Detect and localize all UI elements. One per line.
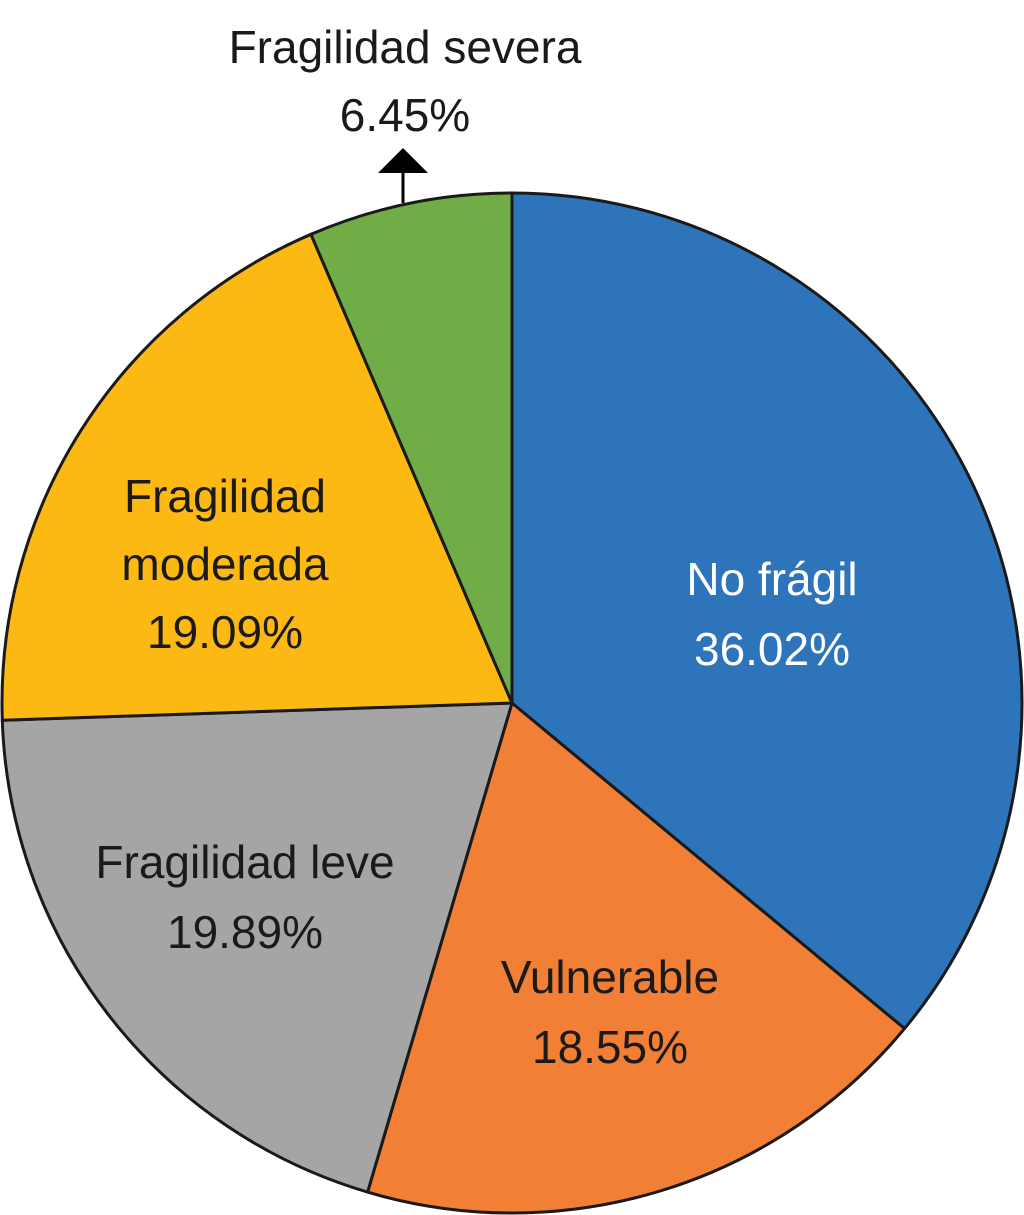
slice-label-fragilidad-severa: Fragilidad severa	[229, 21, 582, 73]
slice-value-fragilidad-moderada: 19.09%	[147, 606, 303, 658]
slice-label-vulnerable: Vulnerable	[501, 951, 719, 1003]
pie-slice-no-fr-gil	[510, 191, 1024, 1031]
slice-label-fragilidad-leve: Fragilidad leve	[95, 836, 394, 888]
pie-slice-vulnerable	[366, 701, 907, 1215]
slice-value-vulnerable: 18.55%	[532, 1021, 688, 1073]
slice-value-fragilidad-leve: 19.89%	[167, 906, 323, 958]
pie-slice-fragilidad-moderada	[0, 232, 514, 722]
slice-value-fragilidad-severa: 6.45%	[340, 89, 470, 141]
pie-slice-fragilidad-severa	[309, 191, 514, 705]
slice-label-no-fr-gil: No frágil	[686, 553, 857, 605]
slice-label-fragilidad-moderada-line2: moderada	[121, 538, 329, 590]
leader-arrow-head	[378, 148, 428, 173]
pie-slice-fragilidad-leve	[0, 701, 514, 1194]
slice-label-fragilidad-moderada-line1: Fragilidad	[124, 470, 326, 522]
slice-value-no-fr-gil: 36.02%	[694, 623, 850, 675]
